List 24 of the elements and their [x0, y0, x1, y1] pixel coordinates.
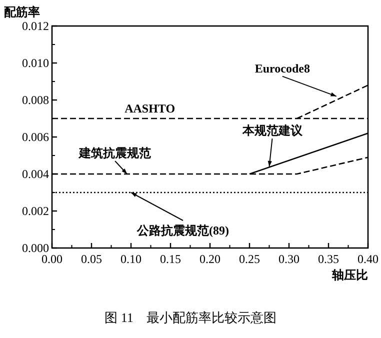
- annotation: 公路抗震规范(89): [137, 224, 229, 238]
- tick-label: 0.10: [120, 252, 142, 266]
- annotation: 建筑抗震规范: [79, 146, 152, 160]
- annotation: 本规范建议: [242, 124, 302, 138]
- tick-label: 0.004: [22, 167, 49, 181]
- tick-label: 0.35: [318, 252, 339, 266]
- annotation: AASHTO: [124, 102, 176, 116]
- tick-label: 0.006: [22, 130, 49, 144]
- xlabel: 轴压比: [332, 268, 368, 282]
- tick-label: 0.20: [200, 252, 220, 266]
- tick-label: 0.15: [160, 252, 181, 266]
- tick-label: 0.40: [358, 252, 378, 266]
- tick-label: 0.008: [22, 93, 49, 107]
- tick-label: 0.00: [42, 252, 62, 266]
- tick-label: 0.30: [278, 252, 300, 266]
- tick-label: 0.010: [22, 56, 49, 70]
- tick-label: 0.05: [81, 252, 102, 266]
- caption: 图 11 最小配筋率比较示意图: [104, 310, 276, 325]
- tick-label: 0.000: [22, 241, 49, 255]
- tick-label: 0.012: [22, 19, 49, 33]
- tick-label: 0.002: [22, 204, 49, 218]
- tick-label: 0.25: [239, 252, 260, 266]
- annotation: Eurocode8: [254, 61, 310, 76]
- ylabel: 配筋率: [4, 5, 40, 19]
